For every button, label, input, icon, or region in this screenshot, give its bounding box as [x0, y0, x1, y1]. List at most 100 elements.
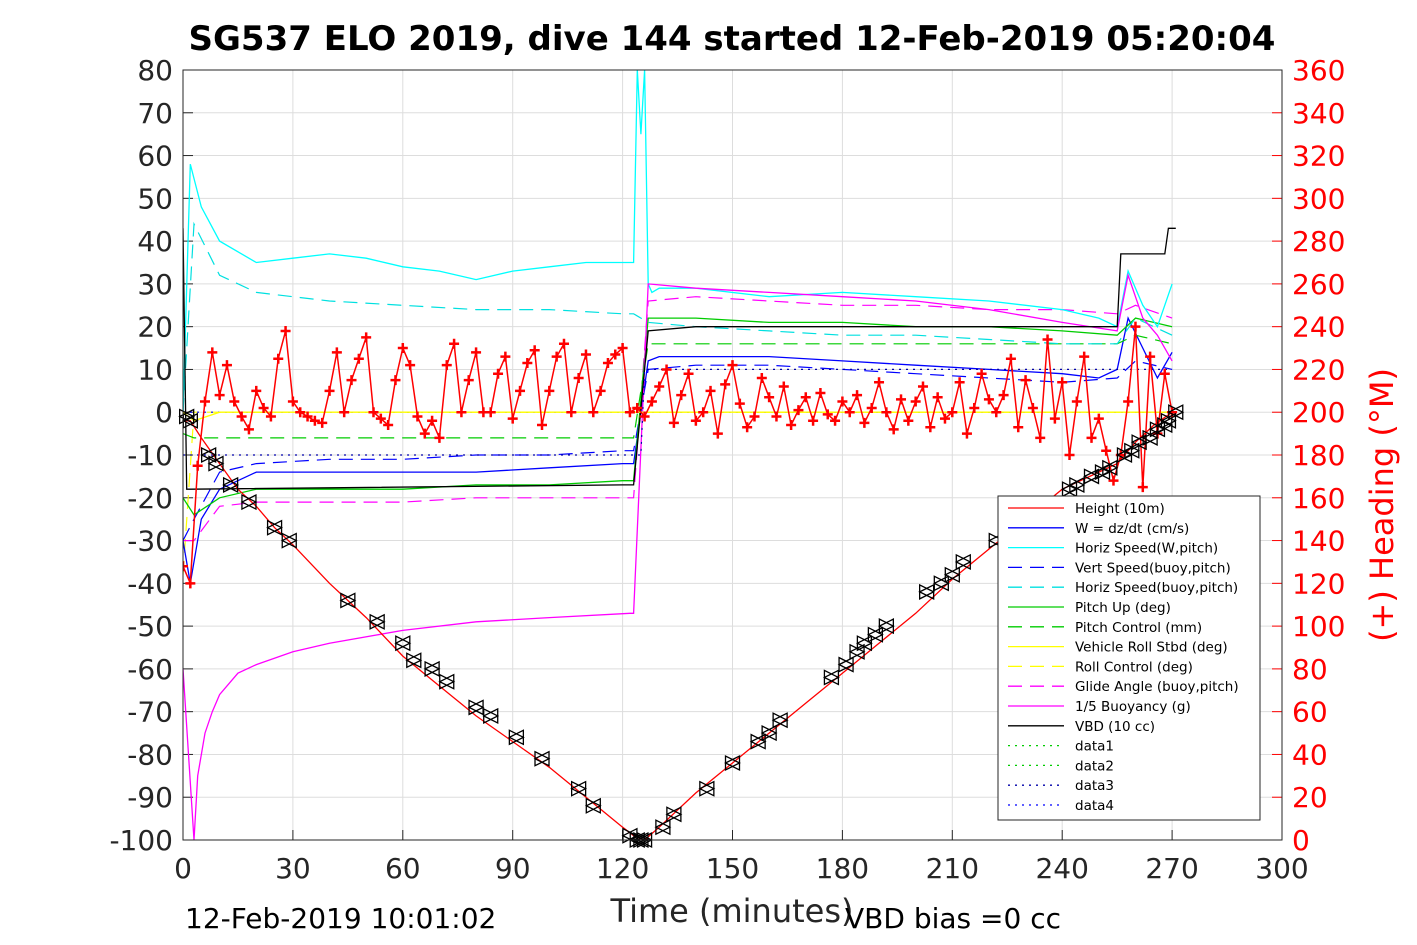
heading-point [449, 338, 460, 349]
heading-point [925, 422, 936, 433]
heading-line [183, 326, 1173, 584]
track-marker [1130, 434, 1148, 451]
heading-point [339, 407, 350, 418]
heading-point [243, 424, 254, 435]
heading-point [778, 381, 789, 392]
track-marker [266, 519, 284, 536]
heading-point [221, 360, 232, 371]
heading-point [580, 349, 591, 360]
heading-point [903, 415, 914, 426]
y-tick-label: 80 [137, 54, 173, 87]
heading-point [698, 407, 709, 418]
heading-point [405, 360, 416, 371]
y2-tick-label: 160 [1292, 482, 1345, 515]
y2-tick-label: 260 [1292, 268, 1345, 301]
track-marker [760, 725, 778, 742]
heading-point [353, 353, 364, 364]
heading-point [639, 411, 650, 422]
track-marker [482, 707, 500, 724]
y-tick-label: 60 [137, 140, 173, 173]
heading-point [383, 420, 394, 431]
x-tick-label: 150 [706, 852, 759, 885]
track-marker [665, 806, 683, 823]
heading-point [427, 415, 438, 426]
y-tick-label: 50 [137, 182, 173, 215]
heading-point [1049, 413, 1060, 424]
legend-entry: data1 [1075, 739, 1114, 755]
heading-point [910, 396, 921, 407]
x-tick-label: 210 [926, 852, 979, 885]
heading-point [361, 332, 372, 343]
heading-point [668, 417, 679, 428]
heading-point [624, 407, 635, 418]
heading-point [544, 385, 555, 396]
heading-point [397, 343, 408, 354]
y-tick-label: -30 [127, 525, 173, 558]
heading-point [485, 407, 496, 418]
track-marker [822, 669, 840, 686]
track-marker [438, 673, 456, 690]
series-line-11 [183, 227, 1176, 490]
heading-point [1079, 351, 1090, 362]
track-marker [570, 780, 588, 797]
heading-point [1005, 353, 1016, 364]
heading-point [954, 377, 965, 388]
heading-point [874, 377, 885, 388]
track-marker [943, 566, 961, 583]
track-marker [368, 613, 386, 630]
heading-point [331, 347, 342, 358]
heading-point [463, 375, 474, 386]
x-tick-label: 30 [275, 852, 311, 885]
y2-tick-label: 280 [1292, 225, 1345, 258]
y-tick-label: -50 [127, 610, 173, 643]
heading-point [1093, 413, 1104, 424]
track-marker [1167, 404, 1185, 421]
legend-entry: Pitch Up (deg) [1075, 600, 1171, 616]
heading-point [537, 420, 548, 431]
track-marker [178, 408, 196, 425]
heading-point [1042, 334, 1053, 345]
heading-point [412, 411, 423, 422]
x-tick-label: 120 [596, 852, 649, 885]
heading-point [676, 390, 687, 401]
y-tick-label: -80 [127, 738, 173, 771]
y2-tick-label: 300 [1292, 182, 1345, 215]
heading-point [1020, 375, 1031, 386]
plot-frame [182, 69, 1283, 841]
y2-tick-label: 200 [1292, 396, 1345, 429]
track-marker [837, 656, 855, 673]
heading-point [192, 460, 203, 471]
track-marker [467, 699, 485, 716]
legend-entry: VBD (10 cc) [1075, 719, 1155, 735]
heading-point [251, 385, 262, 396]
heading-point [1137, 482, 1148, 493]
heading-point [1013, 422, 1024, 433]
heading-point [602, 358, 613, 369]
y-tick-labels: 80 70 60 50 40 30 20 10 0 -10 -20 -30 -40 -50 -60 -70 -8… [109, 54, 173, 857]
heading-point [265, 411, 276, 422]
heading-point [610, 349, 621, 360]
heading-point [690, 415, 701, 426]
heading-point [1145, 351, 1156, 362]
track-marker [954, 553, 972, 570]
legend-entry: Height (10m) [1075, 501, 1165, 517]
x-tick-label: 0 [174, 852, 192, 885]
footer-vbd-bias: VBD bias =0 cc [845, 902, 1061, 935]
heading-point [720, 379, 731, 390]
track-marker [280, 532, 298, 549]
legend-entry: Pitch Control (mm) [1075, 620, 1202, 636]
heading-point [236, 411, 247, 422]
heading-point [1057, 377, 1068, 388]
x-tick-label: 60 [385, 852, 421, 885]
heading-point [793, 405, 804, 416]
heading-point [852, 390, 863, 401]
heading-point [419, 428, 430, 439]
track-marker [507, 729, 525, 746]
y-tick-label: -70 [127, 696, 173, 729]
heading-point [317, 417, 328, 428]
track-marker [222, 476, 240, 493]
heading-point [1101, 445, 1112, 456]
heading-point [522, 358, 533, 369]
track-marker [654, 819, 672, 836]
heading-point [324, 385, 335, 396]
